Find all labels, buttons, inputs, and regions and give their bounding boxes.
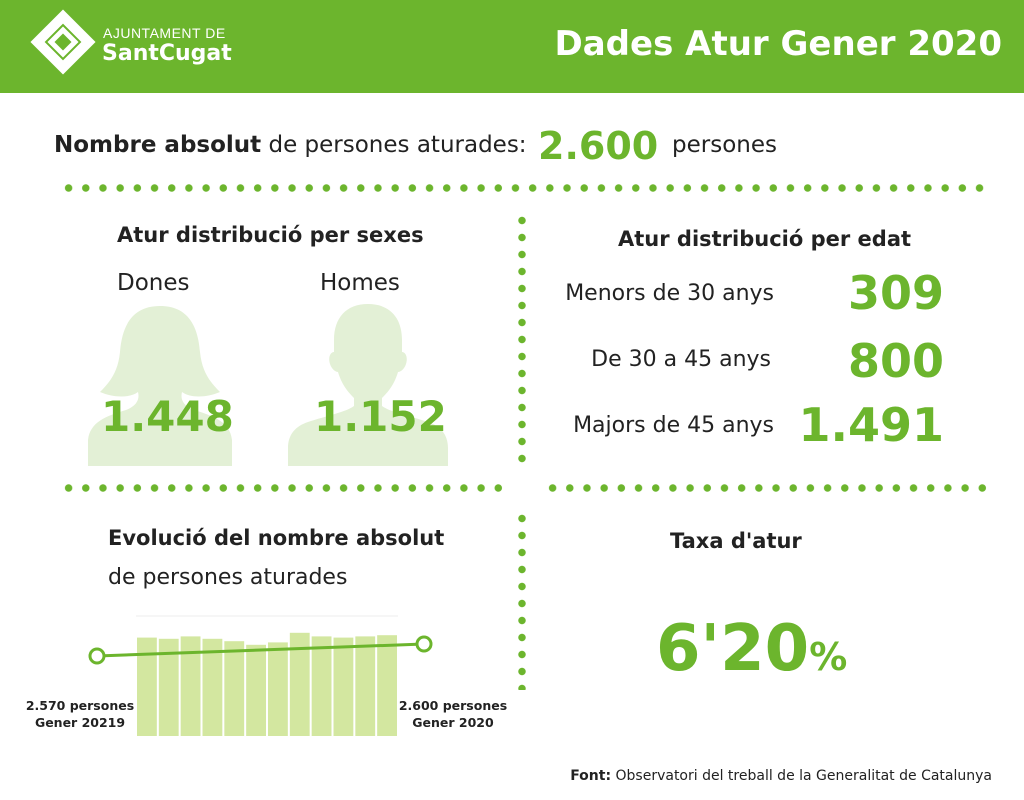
evolution-title-rest: de persones aturades	[108, 565, 348, 590]
age-section-title: Atur distribució per edat	[618, 227, 912, 251]
chart-bar	[268, 642, 288, 736]
chart-start-point	[88, 647, 106, 665]
divider-vertical-top	[518, 212, 526, 470]
page-title: Dades Atur Gener 2020	[554, 24, 1002, 64]
rate-value: 6'20%	[656, 612, 847, 686]
chart-bar	[180, 636, 201, 736]
rate-number: 6'20	[656, 612, 810, 686]
logo-text-bottom: SantCugat	[102, 41, 232, 66]
age-row-value: 1.491	[798, 398, 944, 452]
chart-end-point	[415, 635, 433, 653]
total-value: 2.600	[538, 124, 659, 168]
source-note: Font: Observatori del treball de la Gene…	[570, 768, 992, 784]
chart-end-value: 2.600 persones	[398, 698, 508, 713]
age-row-label: Menors de 30 anys	[565, 281, 774, 306]
chart-bar	[158, 638, 179, 736]
age-row-value: 309	[847, 266, 944, 320]
total-unit: persones	[672, 132, 777, 158]
chart-end-label: 2.600 persones Gener 2020	[397, 697, 509, 731]
chart-start-value: 2.570 persones	[25, 698, 135, 713]
total-label-bold: Nombre absolut	[54, 132, 262, 158]
chart-bar	[311, 636, 332, 736]
man-silhouette-icon	[288, 304, 448, 466]
source-text: Observatori del treball de la Generalita…	[611, 768, 993, 784]
evolution-title-bold: Evolució del nombre absolut	[108, 526, 445, 550]
woman-silhouette-icon	[88, 306, 232, 466]
divider-middle-right	[544, 484, 988, 492]
chart-bar	[202, 638, 223, 736]
header-bar: AJUNTAMENT DE SantCugat Dades Atur Gener…	[0, 0, 1024, 93]
logo-text-top: AJUNTAMENT DE	[103, 25, 226, 41]
chart-bar	[377, 635, 397, 736]
chart-trend-line	[96, 642, 425, 658]
age-row-label: De 30 a 45 anys	[591, 347, 771, 372]
source-label: Font:	[570, 768, 612, 784]
men-value: 1.152	[314, 392, 447, 441]
chart-bar	[246, 644, 266, 736]
age-row-value: 800	[847, 334, 944, 388]
chart-start-date: Gener 20219	[34, 715, 126, 730]
chart-end-date: Gener 2020	[412, 715, 494, 730]
women-label: Dones	[117, 270, 190, 296]
chart-bar	[137, 637, 157, 736]
divider-top	[60, 184, 988, 192]
rate-percent-sign: %	[809, 635, 848, 679]
men-label: Homes	[320, 270, 400, 296]
total-label: Nombre absolut de persones aturades:	[54, 132, 527, 158]
chart-start-label: 2.570 persones Gener 20219	[24, 697, 136, 731]
total-label-rest: de persones aturades:	[261, 132, 527, 158]
rate-title: Taxa d'atur	[670, 529, 802, 553]
divider-middle-left	[60, 484, 504, 492]
chart-bar	[289, 632, 310, 736]
chart-bar	[333, 637, 354, 736]
age-row-label: Majors de 45 anys	[573, 413, 774, 438]
chart-bar	[355, 636, 376, 736]
divider-vertical-bottom	[518, 510, 526, 690]
women-value: 1.448	[101, 392, 234, 441]
sex-section-title: Atur distribució per sexes	[117, 223, 424, 247]
chart-bar	[224, 641, 245, 736]
